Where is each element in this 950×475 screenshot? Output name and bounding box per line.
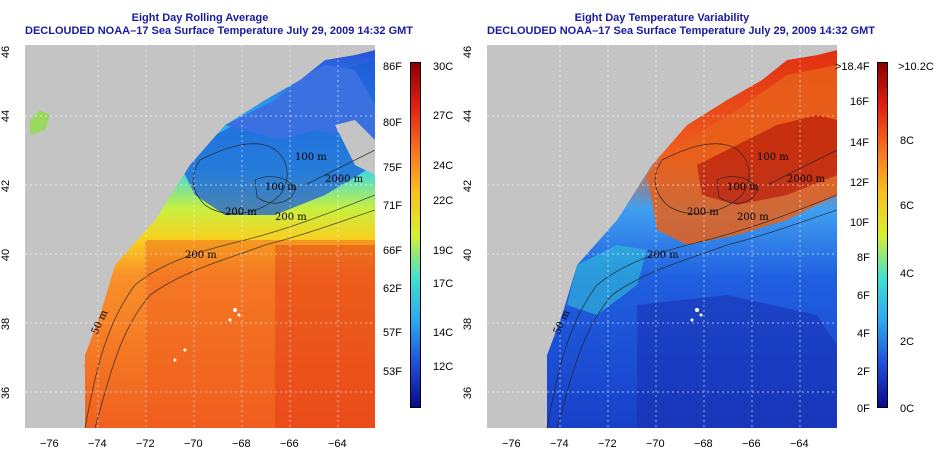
contour-label: 100 m <box>295 152 327 163</box>
scale-label-f: 4F <box>857 328 870 340</box>
contour-label: 100 m <box>265 182 297 193</box>
scale-label-c: 2C <box>900 336 915 348</box>
left-map: 100 m 100 m 200 m 200 m 2000 m 200 m 50 … <box>25 45 375 428</box>
left-subtitle: DECLOUDED NOAA–17 Sea Surface Temperatur… <box>25 25 414 37</box>
contour-label: 100 m <box>727 182 759 193</box>
scale-label-f: 2F <box>857 366 870 378</box>
scale-label-c: 6C <box>900 200 915 212</box>
y-tick: 38 <box>462 317 475 331</box>
scale-label-f: >18.4F <box>835 61 870 73</box>
contour-label: 200 m <box>687 207 719 218</box>
scale-label-c: >10.2C <box>898 61 934 73</box>
scale-label-c: 12C <box>433 361 454 373</box>
y-tick: 44 <box>462 109 475 123</box>
contour-label: 100 m <box>757 152 789 163</box>
scale-label-f: 86F <box>383 61 402 73</box>
y-tick: 42 <box>462 179 475 193</box>
variability-colorbar <box>877 62 888 408</box>
y-tick: 36 <box>0 386 13 400</box>
scale-label-c: 27C <box>433 110 454 122</box>
scale-label-f: 62F <box>383 283 402 295</box>
y-tick: 46 <box>0 45 13 59</box>
scale-label-f: 57F <box>383 327 402 339</box>
scale-label-f: 12F <box>850 177 869 189</box>
scale-label-f: 8F <box>857 252 870 264</box>
scale-label-f: 0F <box>857 403 870 415</box>
contour-label: 200 m <box>185 250 217 261</box>
scale-label-f: 6F <box>857 290 870 302</box>
x-tick: −64 <box>790 438 809 450</box>
scale-label-c: 0C <box>900 403 915 415</box>
y-tick: 42 <box>0 179 13 193</box>
x-tick: −74 <box>88 438 107 450</box>
scale-label-f: 53F <box>383 366 402 378</box>
x-tick: −70 <box>184 438 203 450</box>
x-tick: −68 <box>694 438 713 450</box>
x-tick: −76 <box>40 438 59 450</box>
scale-label-c: 22C <box>433 195 454 207</box>
right-map: 100 m 100 m 200 m 200 m 2000 m 200 m 50 … <box>487 45 837 428</box>
land-mass <box>25 45 375 428</box>
x-tick: −66 <box>280 438 299 450</box>
bathymetry-contours <box>546 143 837 428</box>
scale-label-c: 4C <box>900 268 915 280</box>
scale-label-c: 30C <box>433 61 454 73</box>
x-tick: −76 <box>502 438 521 450</box>
sst-colorbar <box>410 62 421 408</box>
contour-label: 2000 m <box>325 174 364 185</box>
scale-label-c: 19C <box>433 245 454 257</box>
scale-label-c: 14C <box>433 327 454 339</box>
scale-label-f: 16F <box>850 96 869 108</box>
scale-label-f: 80F <box>383 117 402 129</box>
x-tick: −72 <box>598 438 617 450</box>
scale-label-f: 66F <box>383 245 402 257</box>
contour-label: 200 m <box>647 250 679 261</box>
right-subtitle: DECLOUDED NOAA–17 Sea Surface Temperatur… <box>487 25 876 37</box>
scale-label-c: 24C <box>433 160 454 172</box>
land-mass <box>487 45 837 428</box>
x-tick: −70 <box>646 438 665 450</box>
contour-label: 200 m <box>737 212 769 223</box>
contour-label: 200 m <box>225 207 257 218</box>
scale-label-c: 8C <box>900 135 915 147</box>
bathymetry-contours <box>84 143 375 428</box>
right-title: Eight Day Temperature Variability <box>574 12 750 24</box>
scale-label-f: 75F <box>383 162 402 174</box>
y-tick: 36 <box>462 386 475 400</box>
contour-label: 2000 m <box>787 174 826 185</box>
x-tick: −66 <box>742 438 761 450</box>
y-tick: 38 <box>0 317 13 331</box>
y-tick: 46 <box>462 45 475 59</box>
x-tick: −64 <box>328 438 347 450</box>
y-tick: 40 <box>462 248 475 262</box>
y-tick: 40 <box>0 248 13 262</box>
x-tick: −74 <box>550 438 569 450</box>
left-title: Eight Day Rolling Average <box>131 12 269 24</box>
x-tick: −68 <box>232 438 251 450</box>
y-tick: 44 <box>0 109 13 123</box>
scale-label-f: 10F <box>850 217 869 229</box>
scale-label-f: 71F <box>383 200 402 212</box>
scale-label-f: 14F <box>850 137 869 149</box>
scale-label-c: 17C <box>433 278 454 290</box>
x-tick: −72 <box>136 438 155 450</box>
contour-label: 200 m <box>275 212 307 223</box>
